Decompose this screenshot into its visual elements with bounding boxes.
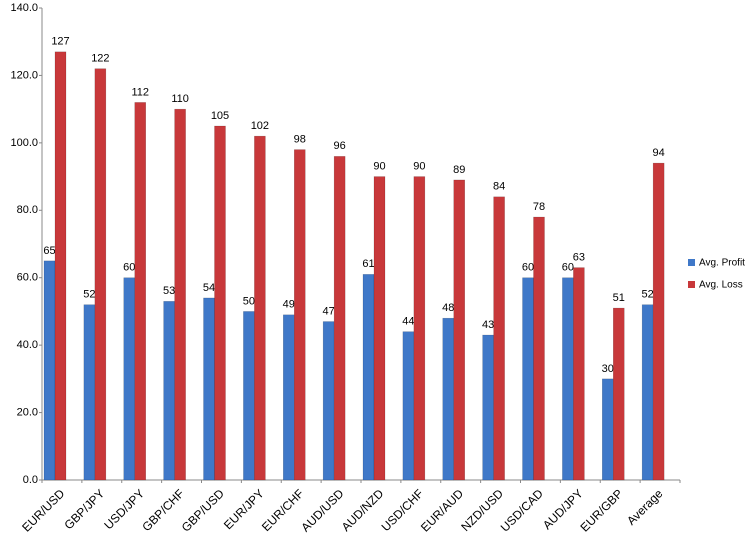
bar bbox=[214, 125, 226, 481]
data-label: 90 bbox=[413, 160, 425, 172]
y-tick-label: 40.0 bbox=[17, 339, 38, 351]
bar bbox=[533, 216, 545, 481]
bar bbox=[322, 321, 335, 481]
data-label: 127 bbox=[51, 36, 69, 48]
bar bbox=[602, 378, 614, 481]
bar bbox=[482, 334, 494, 481]
legend-swatch bbox=[688, 281, 695, 288]
y-tick-label: 60.0 bbox=[17, 272, 38, 284]
legend-label: Avg. Profit bbox=[699, 258, 745, 269]
x-tick-label: AUD/NZD bbox=[339, 486, 387, 534]
bar bbox=[203, 297, 215, 481]
data-label: 110 bbox=[171, 93, 189, 105]
data-label: 47 bbox=[323, 305, 335, 317]
bar bbox=[562, 277, 574, 481]
x-tick-label: GBP/JPY bbox=[61, 486, 107, 532]
bar bbox=[442, 317, 454, 481]
y-tick-label: 140.0 bbox=[10, 2, 38, 14]
data-label: 65 bbox=[43, 245, 55, 257]
x-tick-label: EUR/GBP bbox=[578, 486, 626, 534]
data-label: 94 bbox=[653, 147, 665, 159]
x-tick-label: AUD/USD bbox=[298, 486, 346, 534]
y-tick-label: 20.0 bbox=[17, 406, 38, 418]
bar bbox=[453, 179, 465, 481]
data-label: 53 bbox=[163, 285, 175, 297]
data-label: 84 bbox=[493, 181, 505, 193]
data-label: 112 bbox=[131, 86, 149, 98]
bar bbox=[134, 102, 146, 481]
data-label: 52 bbox=[83, 289, 95, 301]
data-label: 52 bbox=[642, 289, 654, 301]
x-tick-label: GBP/USD bbox=[179, 486, 227, 534]
bar bbox=[174, 108, 186, 481]
y-tick-label: 120.0 bbox=[10, 69, 38, 81]
y-tick-label: 100.0 bbox=[10, 137, 38, 149]
bar bbox=[522, 277, 534, 481]
bar bbox=[243, 311, 255, 481]
data-label: 30 bbox=[602, 363, 614, 375]
bar bbox=[283, 314, 295, 481]
data-label: 63 bbox=[573, 252, 585, 264]
bar bbox=[373, 176, 386, 481]
data-label: 105 bbox=[211, 110, 229, 122]
data-label: 44 bbox=[402, 316, 414, 328]
x-tick-label: Average bbox=[624, 486, 666, 528]
data-label: 49 bbox=[283, 299, 295, 311]
y-tick-label: 80.0 bbox=[17, 204, 38, 216]
x-tick-label: EUR/AUD bbox=[418, 486, 466, 534]
data-label: 102 bbox=[251, 120, 269, 132]
y-tick-label: 0.0 bbox=[23, 474, 38, 486]
bar bbox=[613, 307, 625, 481]
data-label: 43 bbox=[482, 319, 494, 331]
data-label: 122 bbox=[91, 53, 109, 65]
legend-swatch bbox=[688, 259, 695, 266]
bar bbox=[163, 301, 175, 481]
data-label: 60 bbox=[522, 262, 534, 274]
bar bbox=[43, 260, 56, 481]
data-label: 90 bbox=[373, 160, 385, 172]
bar bbox=[54, 51, 67, 481]
data-label: 51 bbox=[613, 292, 625, 304]
bar bbox=[493, 196, 505, 481]
data-label: 60 bbox=[123, 262, 135, 274]
bar bbox=[254, 135, 266, 481]
data-label: 48 bbox=[442, 302, 454, 314]
data-label: 50 bbox=[243, 295, 255, 307]
bar bbox=[333, 156, 346, 481]
data-label: 78 bbox=[533, 201, 545, 213]
legend-label: Avg. Loss bbox=[699, 280, 743, 291]
data-label: 98 bbox=[294, 134, 306, 146]
bar bbox=[413, 176, 426, 481]
bar bbox=[641, 304, 654, 481]
data-label: 60 bbox=[562, 262, 574, 274]
bar bbox=[123, 277, 135, 481]
x-tick-label: EUR/USD bbox=[19, 486, 67, 534]
data-label: 54 bbox=[203, 282, 215, 294]
bar bbox=[94, 68, 107, 481]
bar bbox=[402, 331, 415, 481]
data-label: 61 bbox=[362, 258, 374, 270]
bar bbox=[573, 267, 585, 481]
data-label: 96 bbox=[334, 140, 346, 152]
bar bbox=[83, 304, 96, 481]
data-label: 89 bbox=[453, 164, 465, 176]
bar bbox=[362, 274, 375, 481]
bar bbox=[652, 162, 665, 481]
x-tick-label: USD/CAD bbox=[498, 486, 546, 534]
bar bbox=[294, 149, 306, 481]
